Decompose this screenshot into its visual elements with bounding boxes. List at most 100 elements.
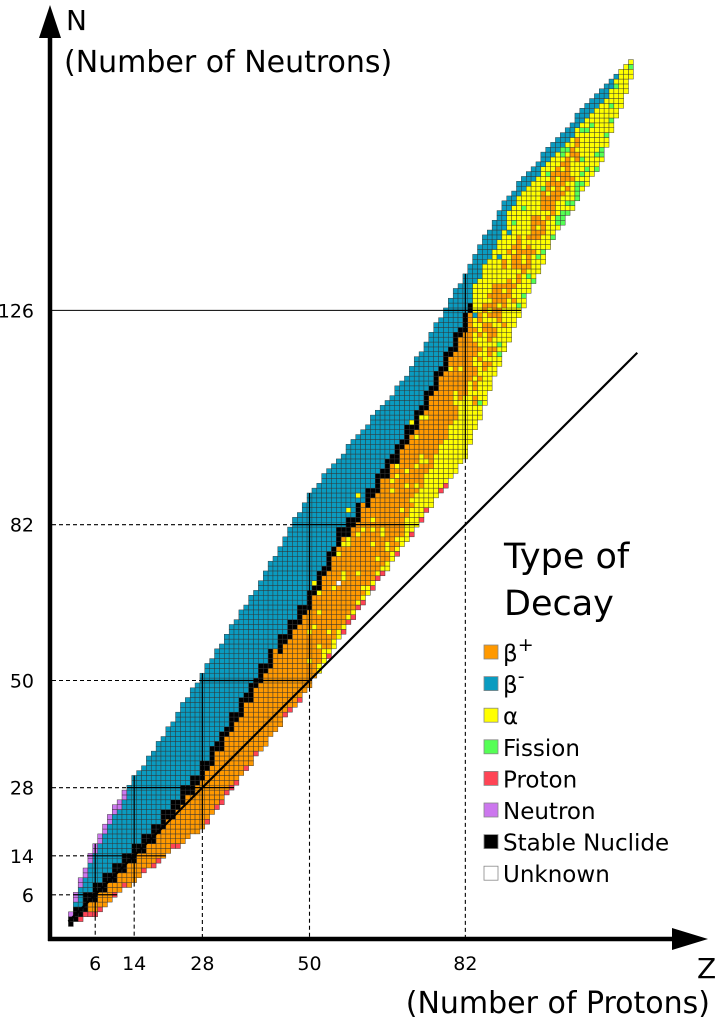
nuclide-cell-beta-minus (224, 692, 230, 698)
nuclide-cell-beta-minus (263, 653, 269, 659)
nuclide-cell-proton (297, 697, 303, 703)
nuclide-cell-beta-minus (340, 463, 347, 469)
nuclide-cell-alpha (316, 609, 322, 615)
nuclide-cell-alpha (535, 268, 542, 275)
nuclide-cell-beta-plus (443, 385, 449, 391)
nuclide-cell-beta-minus (267, 604, 274, 611)
nuclide-cell-beta-minus (277, 604, 283, 611)
nuclide-cell-beta-minus (189, 721, 196, 727)
legend-item-neutron: Neutron (483, 799, 596, 825)
nuclide-cell-beta-minus (423, 380, 430, 387)
nuclide-cell-alpha (472, 332, 478, 338)
nuclide-cell-beta-plus (540, 229, 546, 236)
nuclide-cell-beta-minus (287, 531, 293, 538)
nuclide-cell-beta-plus (150, 858, 157, 864)
nuclide-cell-beta-minus (336, 502, 342, 508)
nuclide-cell-alpha (448, 453, 454, 460)
nuclide-cell-beta-plus (506, 278, 512, 284)
nuclide-cell-fission (560, 147, 566, 153)
nuclide-cell-beta-minus (399, 380, 405, 387)
nuclide-cell-beta-minus (379, 439, 386, 445)
nuclide-cell-beta-plus (170, 833, 176, 840)
nuclide-cell-beta-minus (253, 614, 259, 620)
nuclide-cell-beta-plus (228, 736, 235, 742)
nuclide-cell-beta-minus (146, 809, 152, 815)
nuclide-cell-alpha (501, 336, 507, 343)
nuclide-cell-beta-minus (248, 668, 254, 674)
nuclide-cell-alpha (418, 453, 425, 460)
nuclide-cell-alpha (379, 565, 386, 572)
nuclide-cell-beta-plus (297, 653, 303, 659)
nuclide-cell-beta-minus (301, 570, 308, 577)
nuclide-cell-beta-plus (545, 200, 551, 206)
nuclide-cell-stable (228, 726, 235, 732)
nuclide-cell-beta-plus (253, 721, 259, 727)
nuclide-cell-stable (248, 682, 254, 689)
nuclide-cell-beta-minus (141, 780, 147, 786)
nuclide-cell-beta-plus (365, 507, 371, 513)
nuclide-cell-beta-minus (355, 483, 361, 489)
nuclide-cell-alpha (584, 151, 590, 158)
nuclide-cell-beta-plus (326, 614, 332, 620)
nuclide-cell-beta-minus (540, 161, 546, 167)
nuclide-cell-alpha (584, 137, 590, 143)
nuclide-cell-alpha (345, 507, 352, 513)
nuclide-cell-beta-plus (438, 409, 444, 416)
nuclide-cell-beta-plus (345, 575, 352, 581)
nuclide-cell-beta-minus (452, 297, 459, 304)
nuclide-cell-beta-minus (326, 473, 332, 479)
nuclide-cell-alpha (608, 127, 615, 133)
nuclide-cell-alpha (316, 590, 322, 596)
nuclide-cell-beta-minus (97, 867, 103, 874)
nuclide-cell-stable (238, 707, 244, 713)
nuclide-cell-proton (360, 599, 366, 606)
nuclide-cell-beta-minus (355, 473, 361, 479)
nuclide-cell-beta-minus (360, 448, 366, 455)
nuclide-cell-beta-minus (287, 595, 293, 601)
nuclide-cell-beta-minus (452, 288, 459, 294)
nuclide-cell-beta-plus (370, 556, 376, 562)
nuclide-cell-beta-minus (194, 750, 201, 757)
nuclide-cell-beta-minus (375, 419, 381, 426)
y-tick-label: 82 (10, 515, 34, 537)
nuclide-cell-alpha (535, 244, 542, 250)
nuclide-cell-beta-plus (418, 424, 425, 430)
nuclide-cell-beta-minus (136, 814, 142, 820)
nuclide-cell-alpha (603, 142, 610, 148)
nuclide-cell-alpha (618, 98, 624, 104)
nuclide-cell-beta-minus (180, 736, 186, 742)
nuclide-cell-beta-plus (477, 375, 483, 382)
nuclide-cell-beta-minus (379, 463, 386, 469)
nuclide-cell-beta-minus (150, 760, 157, 766)
nuclide-cell-beta-minus (282, 614, 288, 620)
nuclide-cell-beta-plus (418, 448, 425, 455)
legend-label-text: Neutron (503, 799, 596, 825)
nuclide-cell-alpha (423, 473, 430, 479)
nuclide-cell-beta-plus (389, 512, 395, 518)
nuclide-cell-beta-plus (180, 814, 186, 820)
nuclide-cell-alpha (584, 132, 590, 138)
n-equals-z-line (67, 351, 639, 923)
nuclide-cell-beta-minus (292, 595, 298, 601)
nuclide-cell-beta-minus (599, 93, 605, 99)
nuclide-cell-beta-minus (355, 458, 361, 465)
nuclide-cell-beta-minus (175, 775, 181, 781)
nuclide-cell-beta-minus (311, 546, 318, 552)
nuclide-cell-alpha (370, 517, 376, 523)
nuclide-cell-beta-minus (160, 741, 167, 747)
nuclide-cell-beta-plus (272, 726, 279, 732)
nuclide-cell-beta-minus (287, 570, 293, 577)
nuclide-cell-fission (584, 127, 590, 133)
nuclide-cell-beta-minus (579, 108, 585, 114)
nuclide-cell-beta-minus (136, 799, 142, 805)
nuclide-cell-beta-minus (233, 668, 240, 674)
nuclide-cell-beta-minus (277, 575, 283, 581)
nuclide-cell-alpha (316, 643, 322, 650)
nuclide-cell-beta-plus (136, 858, 142, 864)
nuclide-cell-beta-minus (331, 487, 337, 494)
nuclide-cell-fission (603, 132, 610, 138)
nuclide-cell-beta-plus (399, 458, 405, 465)
nuclide-cell-alpha (516, 229, 522, 236)
nuclide-cell-stable (287, 624, 293, 630)
nuclide-cell-alpha (579, 151, 585, 158)
